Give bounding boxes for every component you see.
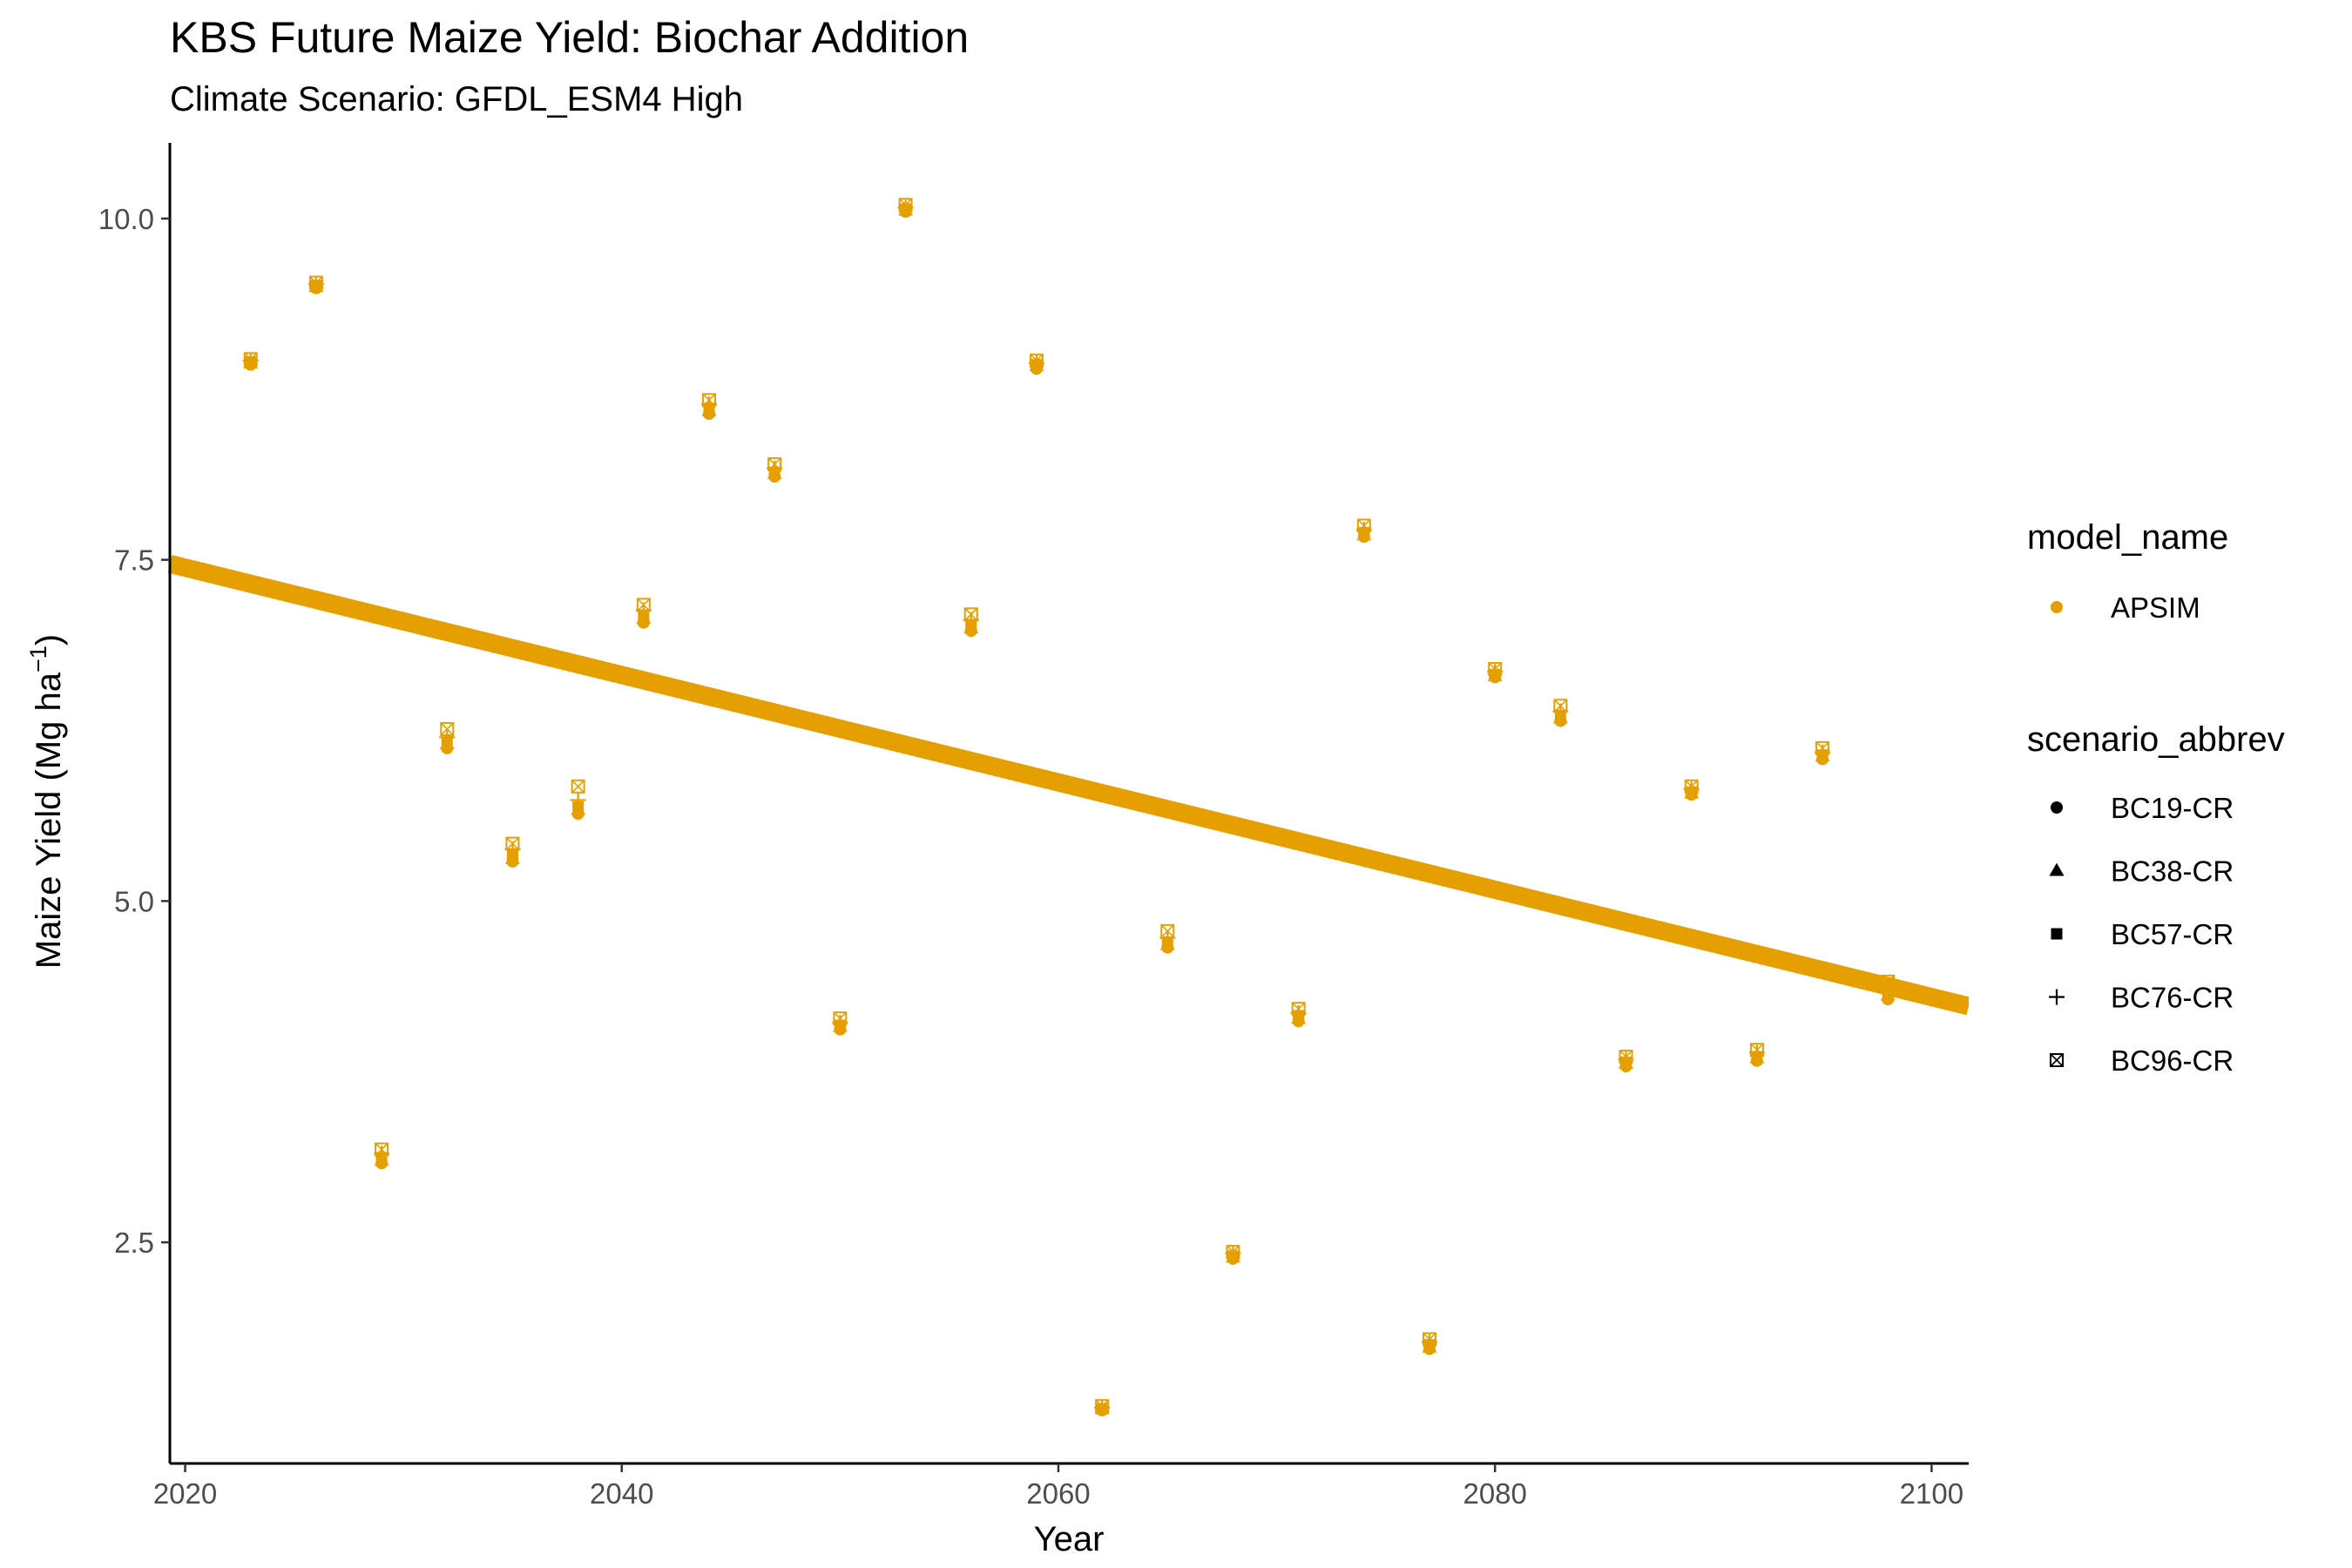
series-bc96-cr [243,198,1896,1414]
data-point [1423,1332,1437,1347]
svg-text:Maize Yield (Mg ha−1): Maize Yield (Mg ha−1) [25,634,68,969]
legend-label: BC38-CR [2111,855,2234,888]
legend-key-triangle [2049,862,2065,876]
x-tick-label: 2100 [1900,1477,1963,1510]
data-point [570,792,586,808]
data-point [636,598,651,612]
x-tick-label: 2020 [153,1477,217,1510]
data-point [1356,518,1371,533]
data-point [1749,1043,1764,1058]
data-point [1881,974,1896,989]
data-point [701,393,716,408]
legend-label: BC96-CR [2111,1044,2234,1077]
legend-key-square [2051,928,2063,940]
legend-scenario-items: BC19-CR BC38-CR BC57-CR BC76-CR BC96-CR [2049,792,2234,1077]
y-axis-title: Maize Yield (Mg ha−1) [25,634,68,969]
y-tick-label: 7.5 [114,544,154,577]
chart-subtitle: Climate Scenario: GFDL_ESM4 High [170,80,744,118]
legend-model-items: APSIM [2051,591,2200,624]
data-point [1488,662,1503,676]
y-tick-label: 5.0 [114,885,154,917]
chart-title: KBS Future Maize Yield: Biochar Addition [170,13,970,62]
series-bc57-cr [245,203,1894,1415]
data-point [440,721,455,736]
y-axis-title-main: Maize Yield (Mg ha [30,672,68,969]
legend-label: APSIM [2111,591,2200,624]
data-point [1553,699,1568,713]
data-point [1619,1050,1633,1064]
trend-line [168,555,1969,1016]
series-bc38-cr [243,202,1896,1415]
legend-item-bc76-cr: BC76-CR [2049,982,2234,1014]
legend-item-bc19-cr: BC19-CR [2051,792,2234,824]
legend-key-boxcross [2050,1053,2064,1067]
legend-key-circle [2051,801,2063,814]
x-axis-title: Year [1034,1520,1105,1558]
y-axis-ticks: 2.5 5.0 7.5 10.0 [98,203,170,1259]
data-point [1684,779,1699,794]
legend-key-circle [2051,601,2063,613]
legend-item-bc96-cr: BC96-CR [2050,1044,2234,1077]
x-tick-label: 2040 [590,1477,653,1510]
data-point [963,607,978,622]
data-point [505,836,520,851]
x-tick-label: 2080 [1463,1477,1526,1510]
data-point [1095,1399,1110,1414]
points-layer [242,198,1896,1416]
series-bc19-cr [244,206,1895,1416]
data-point [571,779,585,794]
series-bc76-cr [242,199,1896,1416]
data-point [833,1011,848,1026]
data-point [767,456,782,471]
legend-label: BC57-CR [2111,918,2234,950]
x-tick-label: 2060 [1026,1477,1090,1510]
data-point [308,275,323,290]
data-point [1160,923,1175,938]
data-point [439,729,456,746]
legend-label: BC19-CR [2111,792,2234,824]
legend-title-model: model_name [2027,518,2228,557]
data-point [1029,353,1044,368]
data-point [375,1142,389,1157]
y-axis-title-close: ) [30,634,68,645]
data-point [243,352,258,367]
legend-item-bc38-cr: BC38-CR [2049,855,2234,888]
data-point [1291,1002,1306,1017]
legend-label: BC76-CR [2111,982,2234,1014]
x-axis-ticks: 2020 2040 2060 2080 2100 [153,1463,1963,1510]
y-tick-label: 10.0 [98,203,154,235]
y-axis-title-superscript: −1 [25,645,51,672]
legend: model_name scenario_abbrev APSIM BC19-CR… [2027,518,2285,1077]
legend-key-plus [2049,989,2065,1005]
legend-item-bc57-cr: BC57-CR [2051,918,2234,950]
trend-layer [168,555,1969,1016]
y-tick-label: 2.5 [114,1227,154,1259]
data-point [1226,1245,1240,1260]
data-point [898,198,913,213]
legend-item-apsim: APSIM [2051,591,2200,624]
legend-title-scenario: scenario_abbrev [2027,720,2285,759]
data-point [1815,740,1830,755]
